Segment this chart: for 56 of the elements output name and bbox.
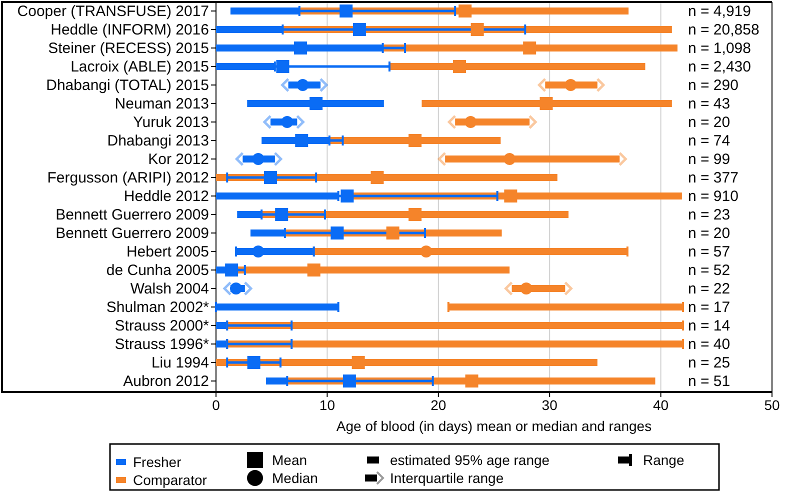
y-tick-label: Heddle 2012 bbox=[124, 188, 209, 205]
y-tick-label: Heddle (INFORM) 2016 bbox=[50, 22, 209, 38]
y2-tick-label: n = 22 bbox=[688, 280, 730, 298]
y2-tick-label: n = 20 bbox=[688, 114, 730, 131]
y-tick-label: Bennett Guerrero 2009 bbox=[56, 206, 209, 224]
y-tick-label: Strauss 2000* bbox=[114, 318, 210, 334]
text: Mean bbox=[272, 452, 308, 468]
y2-tick-label: n = 17 bbox=[688, 299, 730, 316]
x-tick-label: 50 bbox=[764, 397, 780, 413]
y2-tick-label: n = 52 bbox=[688, 262, 730, 279]
legend-label: Comparator bbox=[133, 472, 208, 488]
y-tick-label: Strauss 1996* bbox=[114, 336, 210, 353]
y2-tick-label: n = 2,430 bbox=[688, 58, 751, 76]
y-tick-label: Lacroix (ABLE) 2015 bbox=[70, 58, 209, 76]
x-tick-label: 30 bbox=[542, 397, 558, 413]
y-tick-label: de Cunha 2005 bbox=[106, 262, 209, 279]
y2-tick-label: n = 23 bbox=[688, 206, 730, 224]
y-tick-label: Steiner (RECESS) 2015 bbox=[48, 40, 209, 57]
y2-tick-label: n = 99 bbox=[688, 151, 730, 168]
text: Median bbox=[272, 470, 318, 486]
y2-tick-label: n = 74 bbox=[688, 132, 730, 150]
y-tick-label: Cooper (TRANSFUSE) 2017 bbox=[17, 3, 209, 20]
y2-tick-label: n = 25 bbox=[688, 354, 730, 372]
y-tick-label: Yuruk 2013 bbox=[133, 114, 209, 131]
y-tick-label: Hebert 2005 bbox=[126, 244, 209, 260]
text: Interquartile range bbox=[390, 470, 504, 486]
y-tick-label: Shulman 2002* bbox=[106, 299, 210, 316]
y-tick-label: Dhabangi (TOTAL) 2015 bbox=[46, 77, 209, 94]
y-tick-label: Liu 1994 bbox=[151, 354, 209, 372]
y2-tick-label: n = 910 bbox=[688, 188, 738, 205]
y-tick-label: Fergusson (ARIPI) 2012 bbox=[47, 170, 209, 186]
y2-tick-label: n = 40 bbox=[688, 336, 730, 353]
y-tick-label: Bennett Guerrero 2009 bbox=[56, 225, 209, 242]
y-tick-label: Dhabangi 2013 bbox=[107, 132, 209, 150]
y2-tick-label: n = 20 bbox=[688, 225, 730, 242]
x-axis-title: Age of blood (in days) mean or median and ranges bbox=[336, 418, 652, 434]
y-tick-label: Neuman 2013 bbox=[114, 96, 209, 112]
y-tick-label: Aubron 2012 bbox=[123, 373, 209, 390]
y2-tick-label: n = 290 bbox=[688, 77, 738, 94]
y2-tick-label: n = 43 bbox=[688, 96, 730, 112]
x-tick-label: 20 bbox=[430, 397, 446, 413]
y2-tick-label: n = 377 bbox=[688, 170, 738, 186]
x-tick-label: 40 bbox=[653, 397, 669, 413]
y2-tick-label: n = 57 bbox=[688, 244, 730, 260]
y-tick-label: Walsh 2004 bbox=[130, 280, 209, 298]
y-tick-label: Kor 2012 bbox=[148, 151, 209, 168]
y2-tick-label: n = 4,919 bbox=[688, 3, 751, 20]
text: estimated 95% age range bbox=[390, 452, 550, 468]
x-tick-label: 10 bbox=[319, 397, 336, 413]
x-tick-label: 0 bbox=[212, 397, 220, 413]
text: Range bbox=[643, 452, 684, 468]
y2-tick-label: n = 14 bbox=[688, 318, 730, 334]
legend-label: Fresher bbox=[133, 454, 182, 470]
y2-tick-label: n = 20,858 bbox=[688, 22, 760, 38]
y2-tick-label: n = 1,098 bbox=[688, 40, 751, 57]
y2-tick-label: n = 51 bbox=[688, 373, 730, 390]
